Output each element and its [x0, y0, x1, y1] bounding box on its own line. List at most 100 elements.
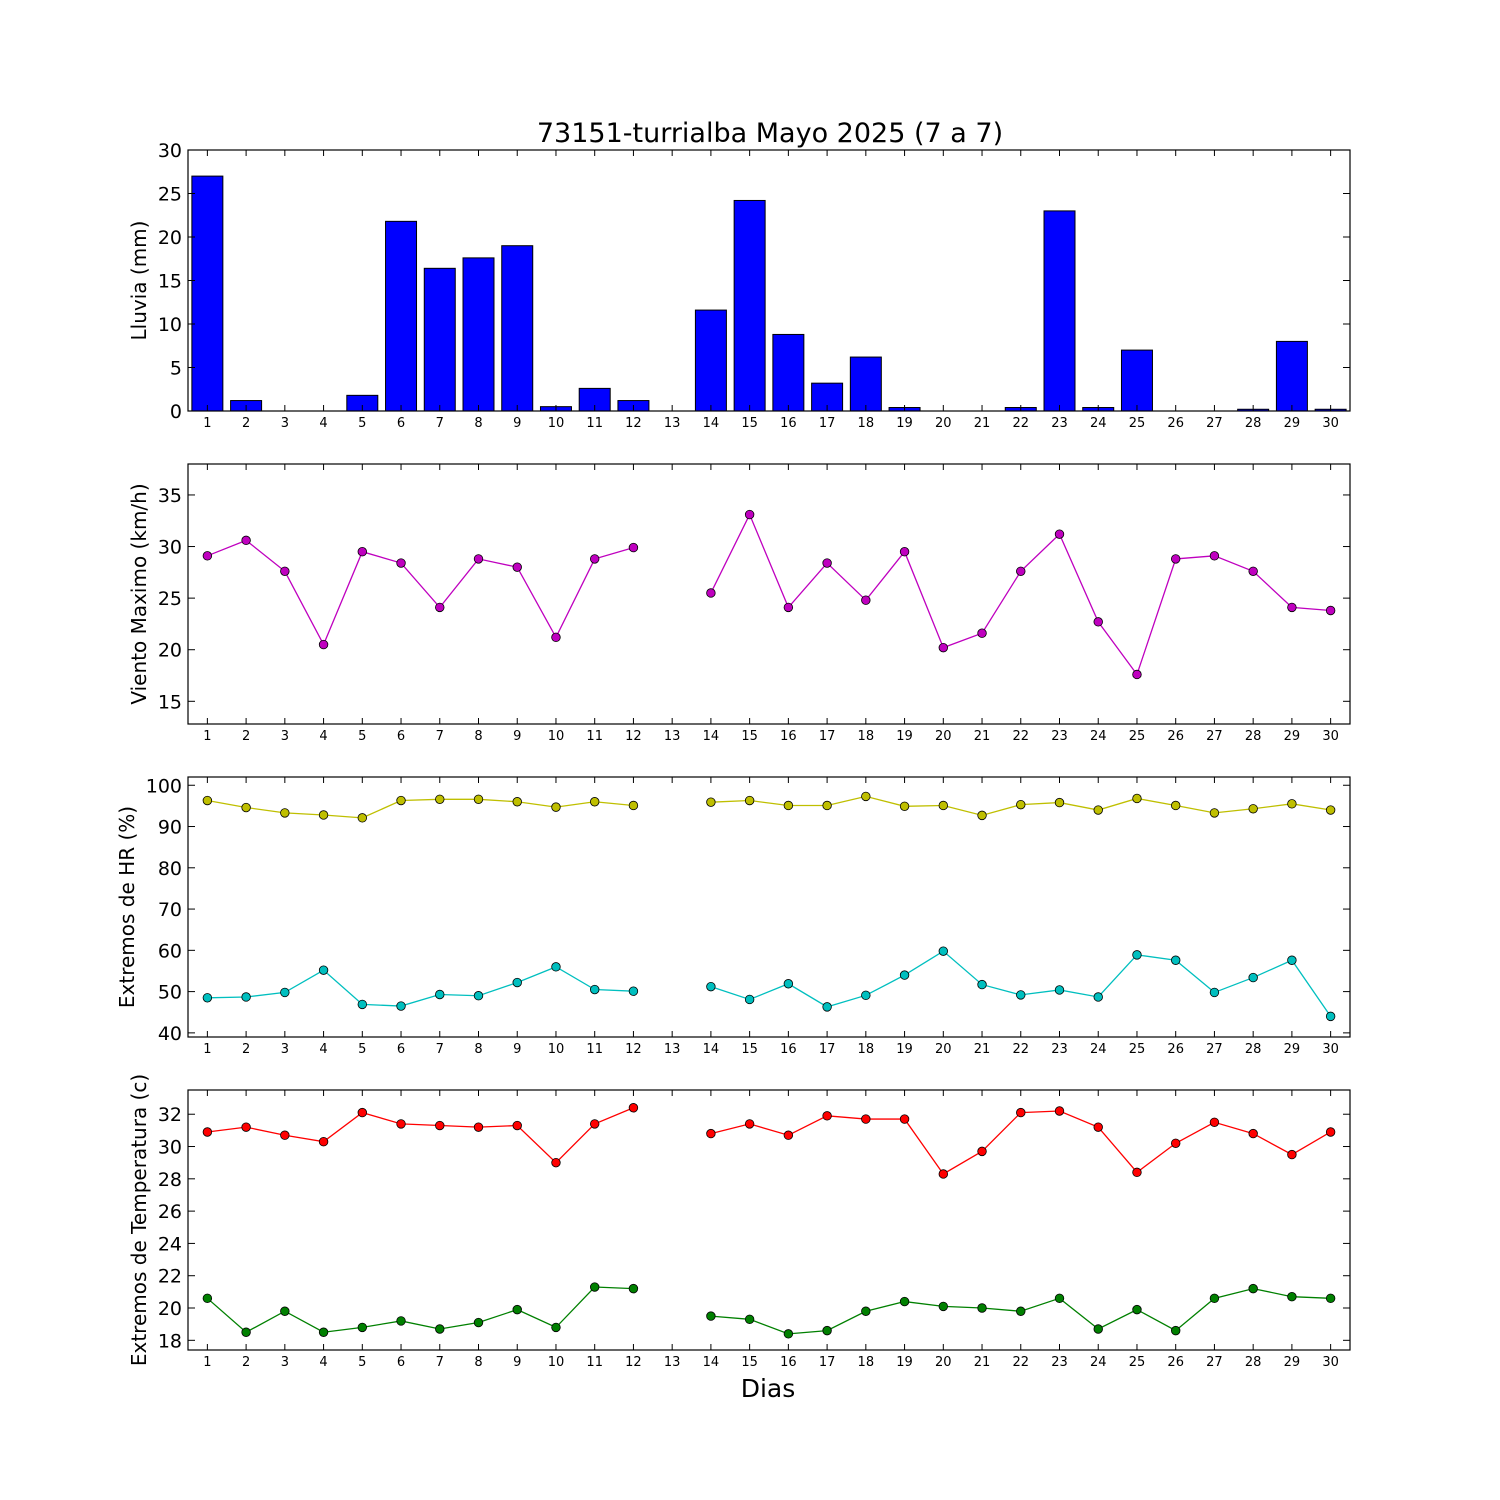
series-2-point-day-3 [280, 1306, 290, 1316]
series-1-point-day-24 [1093, 805, 1103, 815]
x-tick-label: 9 [513, 729, 521, 744]
series-1-point-day-25 [1132, 669, 1142, 680]
bar-day-1 [191, 175, 224, 412]
x-tick-label: 8 [474, 1355, 482, 1370]
series-2-point-day-20 [938, 946, 949, 956]
x-tick-label: 29 [1284, 416, 1301, 431]
x-tick-label: 20 [935, 416, 952, 431]
x-tick-label: 22 [1012, 1042, 1029, 1057]
series-1-point-day-16 [783, 1130, 794, 1140]
series-1-point-day-11 [590, 554, 600, 564]
series-1-line-segment-2 [710, 1110, 1331, 1175]
series-2-point-day-7 [435, 989, 445, 1000]
series-2-line-segment-2 [710, 950, 1332, 1017]
series-1-point-day-26 [1170, 800, 1181, 811]
x-tick-label: 1 [203, 416, 211, 431]
x-tick-label: 27 [1206, 1355, 1223, 1370]
x-tick-label: 6 [397, 1042, 405, 1057]
series-2-point-day-24 [1093, 1324, 1103, 1334]
series-2-point-day-12 [628, 986, 639, 996]
series-1-point-day-10 [551, 632, 561, 643]
x-tick-label: 3 [281, 416, 289, 431]
chart-title: 73151-turrialba Mayo 2025 (7 a 7) [537, 118, 1003, 149]
x-tick-label: 3 [281, 1042, 289, 1057]
y-tick-label: 10 [158, 314, 182, 336]
series-1-point-day-30 [1325, 605, 1336, 616]
series-1-point-day-9 [512, 562, 522, 572]
series-2-point-day-15 [744, 1314, 755, 1325]
x-tick-label: 3 [281, 729, 289, 744]
series-1-point-day-20 [938, 1169, 949, 1179]
series-2-point-day-7 [435, 1324, 445, 1334]
plot-frame [187, 463, 1351, 725]
x-tick-label: 18 [858, 416, 875, 431]
x-tick-label: 2 [242, 416, 250, 431]
series-2-point-day-21 [977, 1303, 987, 1313]
x-tick-label: 28 [1245, 729, 1262, 744]
series-2-point-day-26 [1170, 955, 1181, 965]
x-tick-label: 28 [1245, 1042, 1262, 1057]
series-1-point-day-26 [1170, 554, 1181, 564]
x-tick-label: 28 [1245, 1355, 1262, 1370]
y-tick-label: 30 [158, 140, 182, 162]
y-tick-label: 0 [170, 401, 182, 423]
x-tick-label: 15 [741, 1355, 758, 1370]
y-tick-label: 22 [158, 1266, 182, 1288]
plot-frame [187, 1089, 1351, 1351]
x-tick-label: 30 [1322, 729, 1339, 744]
x-tick-label: 29 [1284, 729, 1301, 744]
series-1-point-day-9 [512, 1120, 522, 1131]
y-tick-label: 80 [158, 858, 182, 880]
x-tick-label: 19 [896, 1042, 913, 1057]
series-2-point-day-16 [783, 1329, 794, 1339]
series-2-point-day-15 [744, 994, 755, 1005]
series-1-point-day-19 [899, 547, 910, 557]
series-1-point-day-6 [396, 795, 406, 806]
series-1-point-day-3 [280, 808, 290, 818]
series-2-point-day-12 [628, 1283, 639, 1294]
y-axis-label: Extremos de Temperatura (c) [127, 1074, 151, 1366]
series-1-line-segment-1 [207, 1107, 634, 1164]
x-tick-label: 6 [397, 416, 405, 431]
x-tick-label: 17 [819, 416, 836, 431]
bar-day-6 [385, 220, 418, 412]
series-2-point-day-28 [1248, 972, 1258, 983]
series-1-point-day-16 [783, 602, 794, 613]
x-tick-label: 11 [586, 1355, 603, 1370]
series-1-point-day-9 [512, 797, 522, 807]
x-tick-label: 25 [1129, 1355, 1146, 1370]
series-1-point-day-21 [977, 1146, 987, 1157]
x-tick-label: 14 [703, 1355, 720, 1370]
x-tick-label: 16 [780, 729, 797, 744]
series-1-point-day-1 [202, 795, 213, 806]
x-tick-label: 24 [1090, 1355, 1107, 1370]
series-2-point-day-22 [1016, 990, 1026, 1000]
y-tick-label: 60 [158, 940, 182, 962]
series-1-point-day-6 [396, 558, 406, 568]
y-axis-label: Lluvia (mm) [127, 221, 151, 341]
x-tick-label: 16 [780, 1042, 797, 1057]
series-1-point-day-18 [861, 791, 871, 802]
series-1-point-day-8 [473, 794, 484, 804]
x-tick-label: 10 [548, 729, 565, 744]
x-tick-label: 10 [548, 1042, 565, 1057]
bar-day-7 [423, 267, 456, 412]
bar-day-16 [772, 333, 805, 412]
x-tick-label: 28 [1245, 416, 1262, 431]
x-tick-label: 12 [625, 729, 642, 744]
x-tick-label: 24 [1090, 1042, 1107, 1057]
series-1-point-day-30 [1325, 1127, 1336, 1137]
series-2-point-day-11 [590, 1282, 600, 1292]
y-tick-label: 15 [158, 691, 182, 713]
series-1-point-day-30 [1325, 805, 1336, 815]
x-tick-label: 17 [819, 729, 836, 744]
series-2-point-day-4 [318, 965, 329, 975]
series-1-point-day-14 [706, 797, 716, 807]
y-tick-label: 35 [158, 485, 182, 507]
x-tick-label: 2 [242, 1355, 250, 1370]
x-tick-label: 13 [664, 416, 681, 431]
series-2-point-day-1 [202, 1293, 213, 1304]
x-tick-label: 17 [819, 1042, 836, 1057]
series-2-point-day-21 [977, 979, 987, 990]
